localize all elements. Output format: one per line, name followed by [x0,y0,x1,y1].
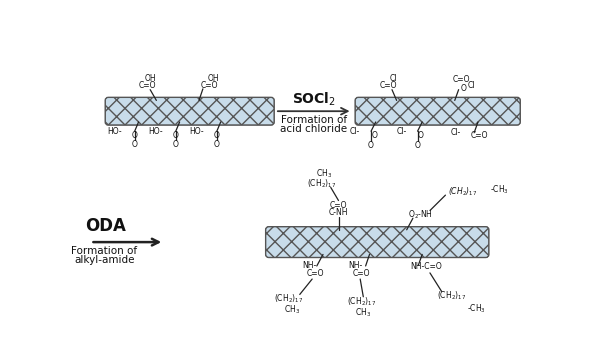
Text: (CH$_2$)$_{17}$: (CH$_2$)$_{17}$ [437,290,466,302]
Text: C=O: C=O [200,80,218,89]
Text: SOCl$_2$: SOCl$_2$ [292,90,336,108]
FancyBboxPatch shape [266,227,489,257]
Text: NH-C=O: NH-C=O [410,262,442,271]
Text: CH$_3$: CH$_3$ [355,307,371,319]
Text: C=O: C=O [452,75,470,84]
Text: HO-: HO- [148,127,163,136]
Text: NH-: NH- [349,261,362,270]
Text: Cl-: Cl- [451,128,461,137]
Text: Cl: Cl [468,80,476,89]
Text: O: O [214,131,220,140]
Text: O: O [214,140,220,149]
Text: -CH$_3$: -CH$_3$ [467,302,486,315]
Text: CH$_3$: CH$_3$ [284,304,300,316]
Text: OH: OH [145,73,156,83]
FancyBboxPatch shape [355,97,520,125]
Text: -CH$_3$: -CH$_3$ [490,184,509,196]
Text: C=O: C=O [330,201,347,210]
Text: Cl: Cl [390,73,397,83]
Text: (CH$_2$)$_{17}$: (CH$_2$)$_{17}$ [448,185,477,198]
Text: OH: OH [207,73,219,83]
Text: Formation of: Formation of [71,246,137,256]
Text: alkyl-amide: alkyl-amide [74,255,134,265]
Text: O: O [415,140,421,150]
Text: O: O [132,140,137,149]
Text: O: O [368,140,374,150]
Text: C=O: C=O [307,269,324,278]
Text: NH-: NH- [302,261,316,270]
Text: O$_2$-NH: O$_2$-NH [408,208,433,220]
Text: (CH$_2$)$_{17}$: (CH$_2$)$_{17}$ [274,293,303,305]
Text: O: O [461,84,467,93]
FancyBboxPatch shape [105,97,274,125]
Text: C=O: C=O [139,80,156,89]
Text: O: O [418,131,424,140]
Text: O: O [173,131,179,140]
Text: HO-: HO- [189,127,203,136]
Text: C=O: C=O [471,131,488,140]
Text: (CH$_2$)$_{17}$: (CH$_2$)$_{17}$ [307,177,336,190]
Text: CH$_3$: CH$_3$ [316,167,332,180]
Text: O: O [132,131,137,140]
Text: (CH$_2$)$_{17}$: (CH$_2$)$_{17}$ [347,296,376,308]
Text: ODA: ODA [86,217,127,235]
Text: C=O: C=O [353,269,371,278]
Text: C-NH: C-NH [329,209,348,217]
Text: acid chloride: acid chloride [280,124,347,134]
Text: Cl-: Cl- [350,127,360,136]
Text: HO-: HO- [107,127,121,136]
Text: C=O: C=O [380,80,398,89]
Text: Formation of: Formation of [281,115,347,126]
Text: O: O [371,131,377,140]
Text: O: O [173,140,179,149]
Text: Cl-: Cl- [397,127,407,136]
